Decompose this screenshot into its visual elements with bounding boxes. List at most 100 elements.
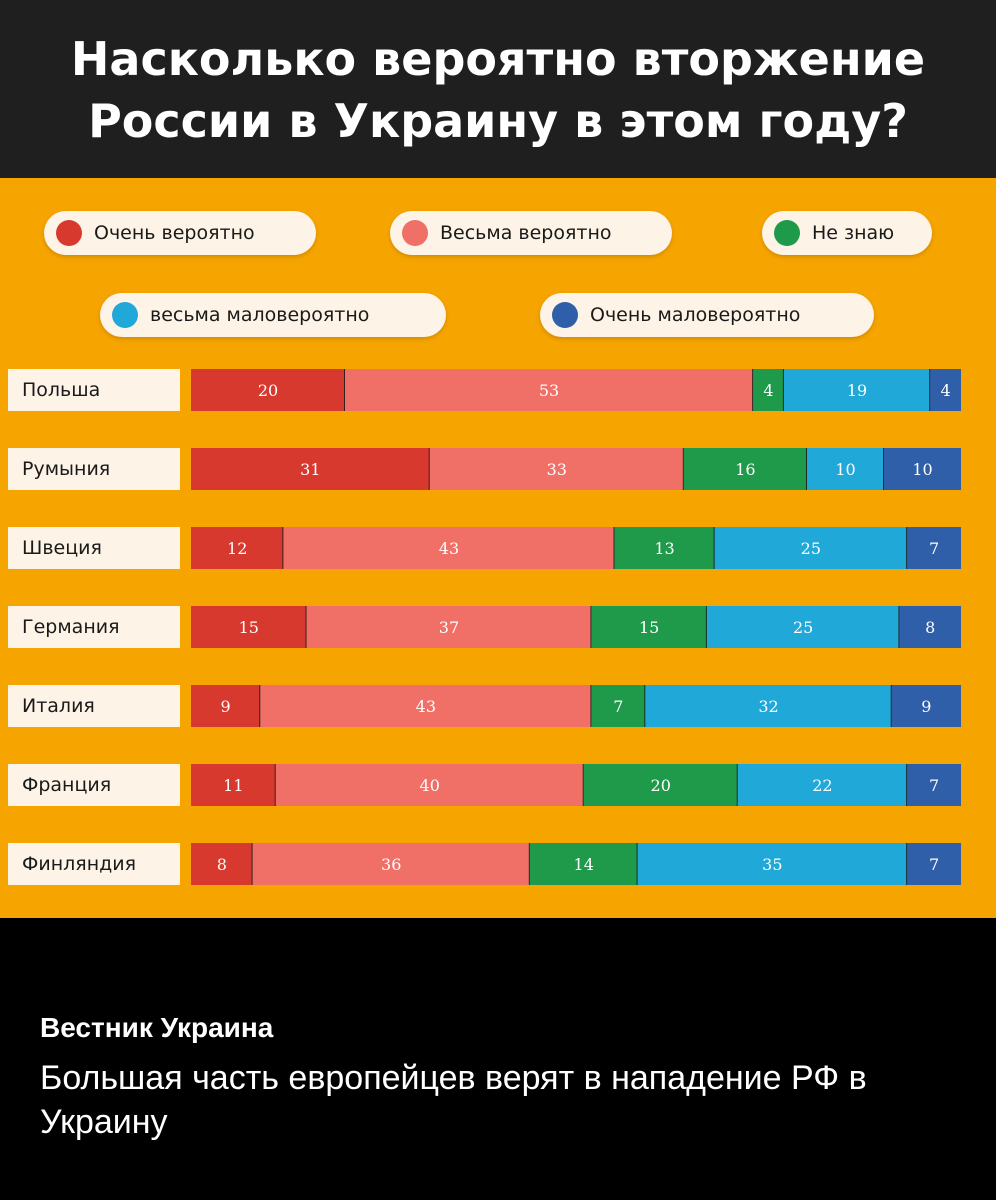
bar-segment	[529, 843, 638, 885]
bar-segment	[614, 527, 715, 569]
bar-segment	[807, 448, 884, 490]
data-label: 7	[929, 855, 939, 874]
legend-item-fairly-likely: Весьма вероятно	[390, 211, 672, 255]
data-label: 7	[613, 697, 623, 716]
bar-segment	[191, 448, 430, 490]
title-line-1: Насколько вероятно вторжение	[70, 32, 926, 86]
bar-segment	[683, 448, 807, 490]
bar-segment	[645, 685, 892, 727]
country-label: Швеция	[22, 537, 102, 559]
data-label: 10	[912, 460, 932, 479]
bar-segment	[591, 685, 646, 727]
legend-label: Не знаю	[812, 222, 895, 244]
data-label: 14	[574, 855, 594, 874]
legend-swatch-fairly-unlikely	[112, 302, 138, 328]
bar-segment	[583, 764, 738, 806]
legend-item-very-likely: Очень вероятно	[44, 211, 316, 255]
bar-segment	[345, 369, 754, 411]
bar-segment	[429, 448, 684, 490]
data-label: 4	[763, 381, 773, 400]
row-label: Польша	[8, 369, 180, 411]
legend-swatch-very-unlikely	[552, 302, 578, 328]
legend-label: Весьма вероятно	[440, 222, 612, 244]
data-label: 31	[300, 460, 320, 479]
data-label: 20	[651, 776, 671, 795]
bar-segment	[191, 527, 284, 569]
legend-label: Очень маловероятно	[590, 304, 801, 326]
bar-segment	[283, 527, 615, 569]
data-label: 43	[416, 697, 436, 716]
legend-item-very-unlikely: Очень маловероятно	[540, 293, 874, 337]
bar-segment	[591, 606, 707, 648]
data-label: 13	[654, 539, 674, 558]
chart-title: Насколько вероятно вторжение России в Ук…	[20, 28, 976, 152]
row-label: Германия	[8, 606, 180, 648]
bar-segment	[737, 764, 908, 806]
country-label: Польша	[22, 379, 101, 401]
row-label: Финляндия	[8, 843, 180, 885]
bar-segment	[930, 369, 961, 411]
data-label: 9	[921, 697, 931, 716]
data-label: 22	[812, 776, 832, 795]
legend-label: Очень вероятно	[94, 222, 255, 244]
country-label: Германия	[22, 616, 120, 638]
bar-segment	[891, 685, 961, 727]
legend-item-dont-know: Не знаю	[762, 211, 932, 255]
bar-segment	[275, 764, 584, 806]
data-label: 12	[227, 539, 247, 558]
data-label: 9	[221, 697, 231, 716]
legend-label: весьма маловероятно	[150, 304, 370, 326]
bar-segment	[907, 764, 961, 806]
bar-segment	[884, 448, 961, 490]
bar-segment	[191, 843, 253, 885]
data-label: 8	[217, 855, 227, 874]
legend-swatch-very-likely	[56, 220, 82, 246]
title-line-2: России в Украину в этом году?	[88, 94, 908, 148]
data-label: 53	[539, 381, 559, 400]
bar-segment	[783, 369, 931, 411]
bar-segment	[260, 685, 592, 727]
footer-caption: Большая часть европейцев верят в нападен…	[40, 1059, 867, 1141]
data-label: 8	[925, 618, 935, 637]
data-label: 7	[929, 776, 939, 795]
data-label: 36	[381, 855, 401, 874]
bar-segment	[191, 764, 276, 806]
bar-segment	[637, 843, 908, 885]
data-label: 20	[258, 381, 278, 400]
country-label: Италия	[22, 695, 95, 717]
title-header: Насколько вероятно вторжение России в Ук…	[0, 0, 996, 178]
data-label: 4	[941, 381, 951, 400]
data-label: 40	[420, 776, 440, 795]
bar-segment	[706, 606, 900, 648]
bar-segment	[191, 369, 345, 411]
legend-item-fairly-unlikely: весьма маловероятно	[100, 293, 446, 337]
bar-segment	[252, 843, 530, 885]
data-label: 35	[762, 855, 782, 874]
bar-segment	[714, 527, 908, 569]
data-label: 32	[758, 697, 778, 716]
bar-segment	[753, 369, 784, 411]
data-label: 15	[639, 618, 659, 637]
country-label: Финляндия	[22, 853, 137, 875]
data-label: 25	[801, 539, 821, 558]
bar-segment	[191, 685, 261, 727]
data-label: 43	[439, 539, 459, 558]
data-label: 33	[547, 460, 567, 479]
row-label: Румыния	[8, 448, 180, 490]
country-label: Франция	[22, 774, 112, 796]
data-label: 7	[929, 539, 939, 558]
data-label: 25	[793, 618, 813, 637]
legend-swatch-dont-know	[774, 220, 800, 246]
data-label: 37	[439, 618, 459, 637]
country-label: Румыния	[22, 458, 111, 480]
data-label: 19	[847, 381, 867, 400]
bar-segment	[907, 843, 961, 885]
bar-segment	[907, 527, 961, 569]
data-label: 15	[239, 618, 259, 637]
bar-segment	[191, 606, 307, 648]
bar-segment	[306, 606, 592, 648]
legend-swatch-fairly-likely	[402, 220, 428, 246]
data-label: 16	[735, 460, 755, 479]
row-label: Швеция	[8, 527, 180, 569]
